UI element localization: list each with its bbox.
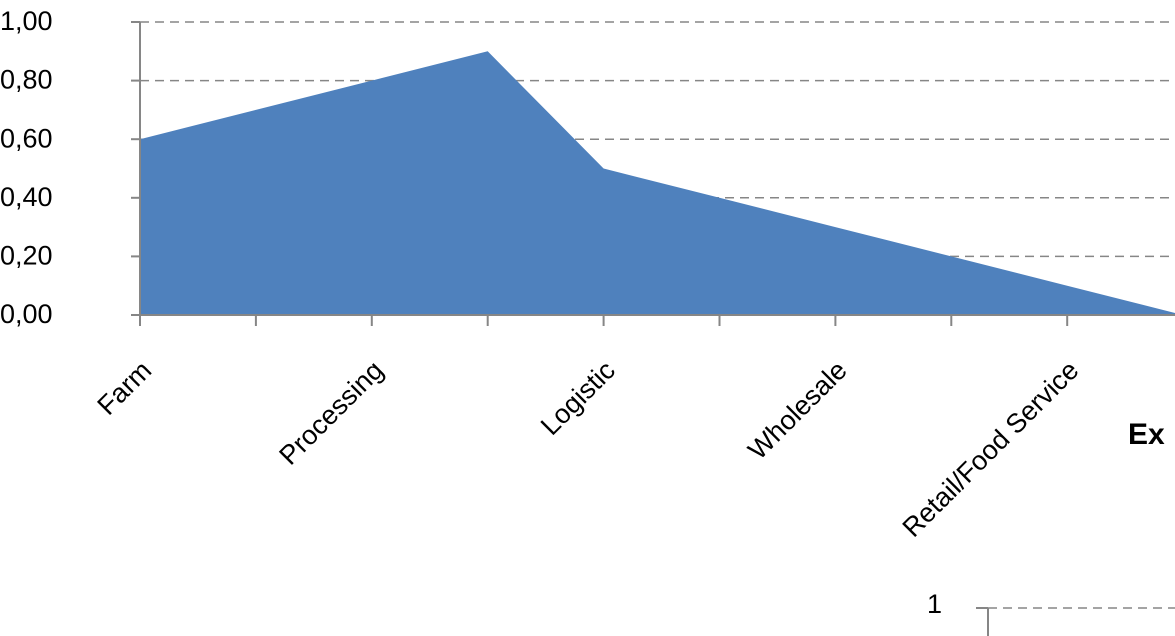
x-tick-label: Logistic xyxy=(535,355,621,441)
x-tick-label: Wholesale xyxy=(742,355,852,465)
x-tick-label: Farm xyxy=(92,355,158,421)
y-tick-label: 0,60 xyxy=(0,123,53,153)
x-tick-label: Retail/Food Service xyxy=(897,355,1085,543)
y-tick-label: 1 xyxy=(927,589,942,619)
y-tick-label: 1,00 xyxy=(0,6,53,36)
y-tick-label: 0,20 xyxy=(0,241,53,271)
chart-title: Ex xyxy=(1128,418,1165,451)
y-tick-label: 0,00 xyxy=(0,299,53,329)
x-tick-label: Processing xyxy=(273,355,389,471)
y-tick-label: 0,80 xyxy=(0,65,53,95)
area xyxy=(140,51,1175,315)
y-tick-label: 0,40 xyxy=(0,182,53,212)
